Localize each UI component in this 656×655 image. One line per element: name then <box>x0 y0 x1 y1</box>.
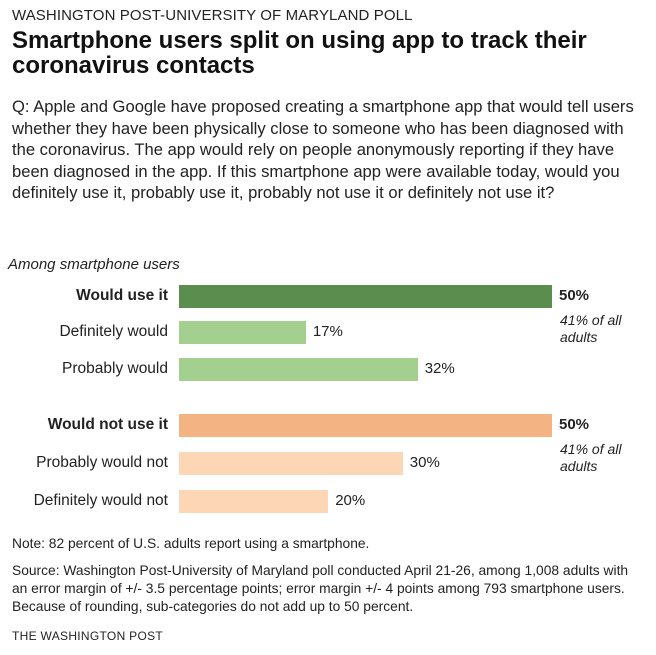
bar-probably-would <box>179 358 418 381</box>
poll-kicker: WASHINGTON POST-UNIVERSITY OF MARYLAND P… <box>12 7 413 24</box>
source-note: Source: Washington Post-University of Ma… <box>12 563 629 614</box>
value-label-probably-would: 32% <box>424 360 455 377</box>
value-label-would-use: 50% <box>559 287 590 304</box>
footnote: Note: 82 percent of U.S. adults report u… <box>12 536 370 551</box>
bar-definitely-would <box>179 321 306 344</box>
value-label-probably-would-not: 30% <box>409 454 440 471</box>
value-label-definitely-would: 17% <box>312 323 343 340</box>
value-label-definitely-would-not: 20% <box>335 492 366 509</box>
bar-would-not-use <box>179 414 552 437</box>
value-label-would-not-use: 50% <box>559 416 590 433</box>
chart-title: Smartphone users split on using app to t… <box>12 27 587 79</box>
group-note-not-use: 41% of all adults <box>560 441 622 474</box>
publisher-credit: THE WASHINGTON POST <box>12 629 164 643</box>
category-label-probably-would: Probably would <box>62 360 168 377</box>
category-label-definitely-would: Definitely would <box>59 323 168 340</box>
bar-definitely-would-not <box>179 490 329 513</box>
category-label-would-use: Would use it <box>76 287 168 304</box>
category-label-definitely-would-not: Definitely would not <box>33 492 168 509</box>
bar-probably-would-not <box>179 452 403 475</box>
category-label-would-not-use: Would not use it <box>47 416 168 433</box>
bar-would-use <box>179 285 552 308</box>
group-note-use: 41% of all adults <box>560 312 622 345</box>
survey-question: Q: Apple and Google have proposed creati… <box>12 97 634 202</box>
category-label-probably-would-not: Probably would not <box>36 454 168 471</box>
chart-subtitle: Among smartphone users <box>8 256 180 273</box>
